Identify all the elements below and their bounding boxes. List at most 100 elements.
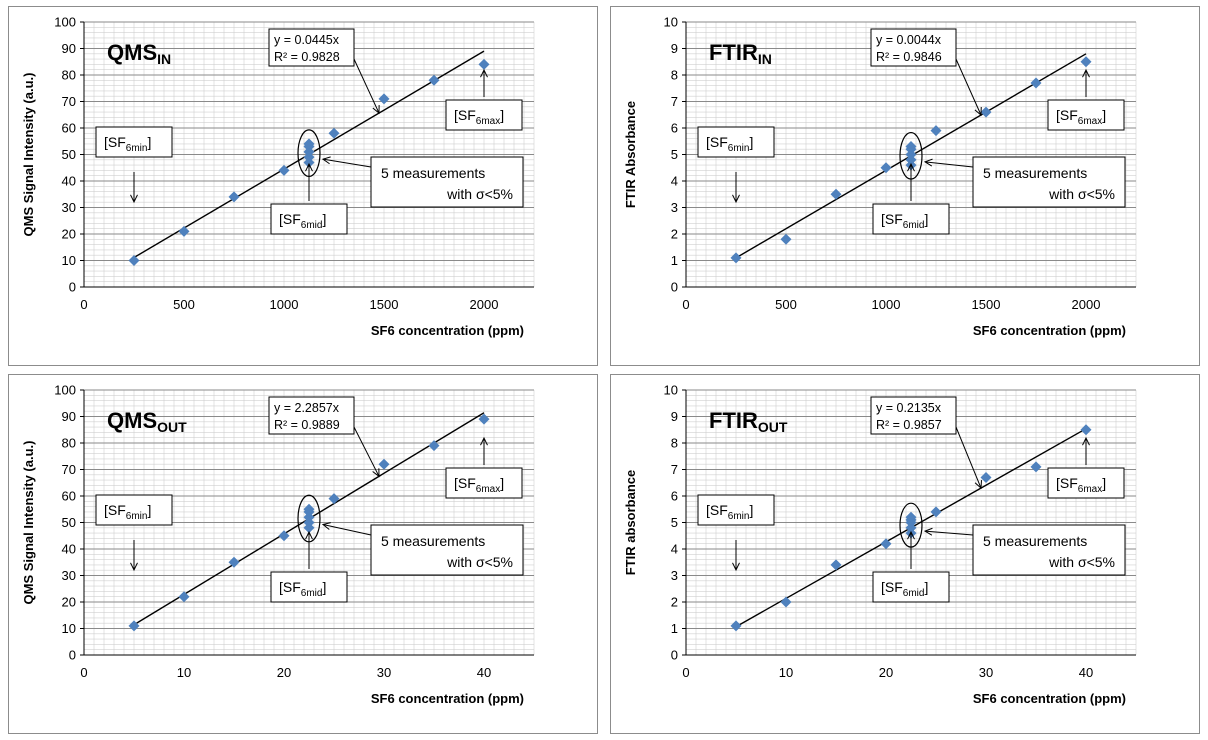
equation-arrow-head (372, 105, 380, 115)
mid-label: [SF6mid] (279, 579, 326, 599)
data-point (378, 458, 390, 470)
data-point (880, 538, 892, 550)
x-tick-label: 2000 (1072, 297, 1101, 312)
mid-label: [SF6mid] (279, 211, 326, 231)
y-axis-title: FTIR Absorbance (623, 101, 638, 208)
x-tick-label: 1000 (872, 297, 901, 312)
max-arrow-head (480, 68, 488, 78)
y-tick-label: 80 (62, 436, 76, 451)
max-arrow-head (480, 436, 488, 446)
y-tick-label: 6 (671, 489, 678, 504)
note-box (972, 156, 1126, 208)
x-tick-label: 500 (173, 297, 195, 312)
y-axis-title: QMS Signal Intensity (a.u.) (21, 441, 36, 605)
x-axis-title: SF6 concentration (ppm) (973, 691, 1126, 706)
r2-text: R² = 0.9889 (274, 418, 340, 432)
x-tick-label: 40 (1079, 665, 1093, 680)
data-point (1030, 77, 1042, 89)
data-point (178, 591, 190, 603)
note-arrow-head (923, 527, 933, 536)
max-label-box (1047, 467, 1125, 499)
equation-arrow (353, 58, 380, 115)
note-line-1: 5 measurements (381, 533, 485, 549)
note-arrow-line (322, 158, 372, 168)
max-arrow (1082, 436, 1090, 465)
min-label-box (697, 126, 775, 158)
mid-arrow-head (305, 530, 313, 540)
y-tick-label: 100 (54, 383, 76, 398)
min-arrow-head (130, 194, 138, 204)
equation-text: y = 2.2857x (274, 401, 340, 415)
note-arrow-line (322, 524, 372, 536)
min-arrow-head (732, 562, 740, 572)
equation-text: y = 0.0044x (876, 33, 942, 47)
data-point (730, 620, 742, 632)
y-axis-title: FTIR absorbance (623, 470, 638, 575)
data-point (178, 225, 190, 237)
data-point (278, 530, 290, 542)
data-point (905, 141, 917, 153)
equation-box (268, 396, 355, 435)
ftir-in-chart: 0 1 2 3 4 5 6 7 8 9 10 0 500 1000 1500 2000 SF6 concentr… (623, 15, 1137, 338)
min-arrow (732, 172, 740, 204)
data-point (428, 440, 440, 452)
min-label: [SF6min] (104, 502, 151, 522)
min-arrow (130, 540, 138, 572)
data-point (1080, 424, 1092, 436)
data-point (303, 503, 315, 515)
chart-panel-ftir-in: 0 1 2 3 4 5 6 7 8 9 10 0 500 1000 1500 2000 SF6 concentr… (610, 6, 1200, 366)
equation-text: y = 0.2135x (876, 401, 942, 415)
y-tick-label: 0 (671, 648, 678, 663)
max-label: [SF6max] (454, 107, 504, 127)
mid-arrow-head (305, 162, 313, 172)
mid-label-box (270, 571, 348, 603)
qms-out-chart: 0 10 20 30 40 50 60 70 80 90 100 0 10 20 30 40 SF6 conce… (21, 383, 535, 706)
y-tick-label: 20 (62, 595, 76, 610)
y-tick-label: 4 (671, 542, 678, 557)
y-tick-label: 7 (671, 462, 678, 477)
y-tick-label: 40 (62, 174, 76, 189)
y-tick-label: 4 (671, 174, 678, 189)
max-arrow-head (1082, 436, 1090, 446)
max-label-box (445, 467, 523, 499)
data-point (780, 233, 792, 245)
x-tick-label: 0 (80, 665, 87, 680)
data-point (128, 620, 140, 632)
data-point (428, 74, 440, 86)
min-label-box (697, 494, 775, 526)
panel-title: FTIROUT (709, 408, 788, 435)
y-tick-label: 6 (671, 121, 678, 136)
data-point (730, 252, 742, 264)
r2-text: R² = 0.9828 (274, 50, 340, 64)
note-arrow-head (923, 158, 933, 167)
mid-label: [SF6mid] (881, 211, 928, 231)
y-tick-label: 30 (62, 568, 76, 583)
equation-box (268, 28, 355, 67)
x-tick-label: 40 (477, 665, 491, 680)
y-tick-label: 10 (664, 383, 678, 398)
min-arrow (732, 540, 740, 572)
y-tick-label: 10 (62, 253, 76, 268)
y-tick-label: 3 (671, 568, 678, 583)
y-tick-label: 80 (62, 68, 76, 83)
mid-arrow (305, 530, 313, 569)
y-tick-label: 5 (671, 515, 678, 530)
equation-box (870, 396, 957, 435)
note-line-1: 5 measurements (381, 165, 485, 181)
panel-title: QMSOUT (107, 408, 187, 435)
y-tick-label: 100 (54, 15, 76, 30)
data-point (930, 506, 942, 518)
data-point (830, 559, 842, 571)
y-tick-label: 7 (671, 94, 678, 109)
x-tick-label: 30 (979, 665, 993, 680)
max-label: [SF6max] (1056, 107, 1106, 127)
y-tick-label: 0 (671, 280, 678, 295)
x-tick-label: 10 (779, 665, 793, 680)
mid-arrow-head (907, 162, 915, 172)
note-arrow-line (924, 530, 974, 536)
data-point (830, 188, 842, 200)
data-point (905, 511, 917, 523)
y-tick-label: 1 (671, 253, 678, 268)
max-arrow (480, 436, 488, 465)
